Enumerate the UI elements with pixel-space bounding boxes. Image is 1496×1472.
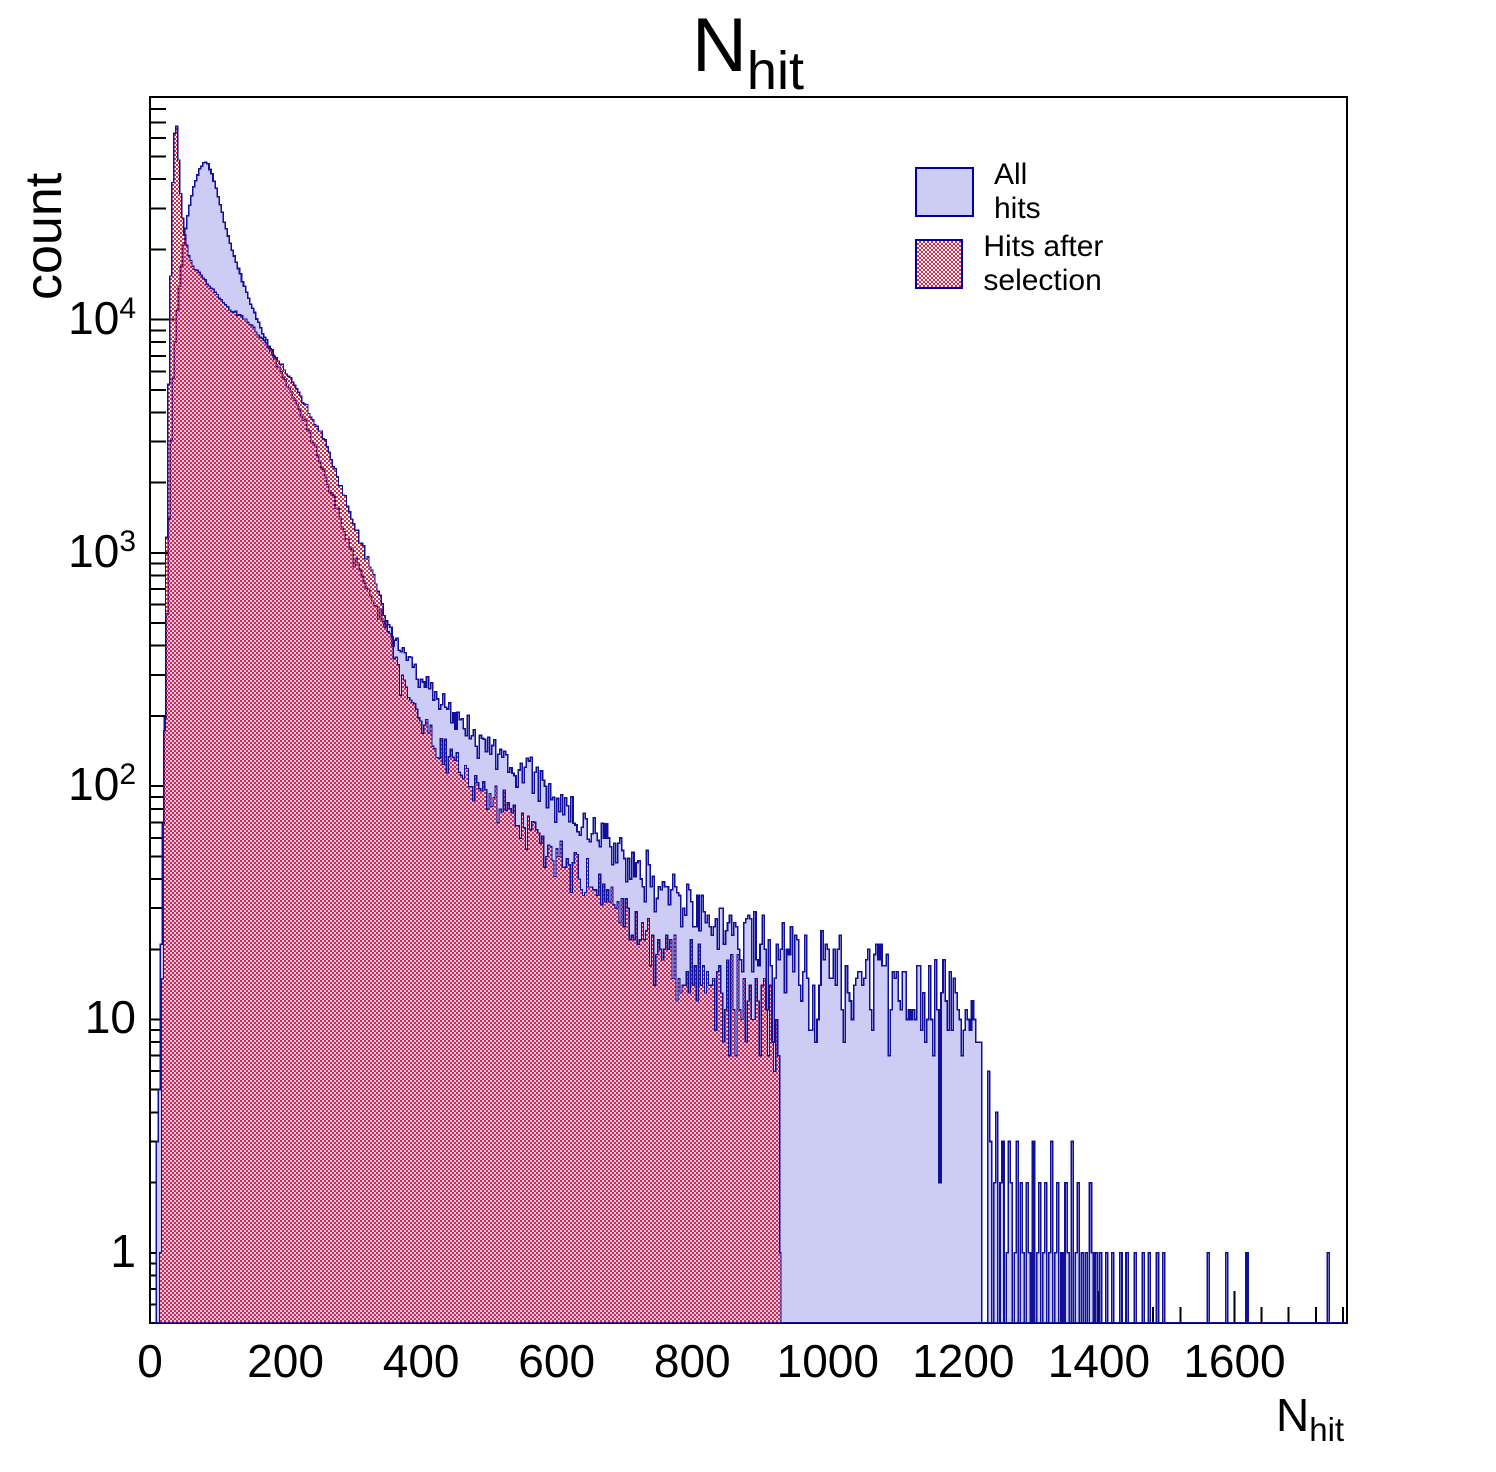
chart-title-main: N [692, 3, 747, 88]
x-tick-label: 1600 [1183, 1335, 1286, 1387]
x-tick-label: 1200 [912, 1335, 1015, 1387]
y-axis-title: count [15, 172, 73, 300]
legend-label-hits-after-selection: Hits after selection [983, 230, 1104, 297]
x-axis-title-main: N [1276, 1389, 1310, 1441]
chart-title-subscript: hit [746, 41, 804, 101]
y-tick-label: 1 [110, 1224, 136, 1277]
legend-swatch-hits-after-selection [915, 239, 964, 289]
x-tick-label: 200 [247, 1335, 324, 1387]
x-tick-label: 800 [653, 1335, 731, 1387]
legend-label-all-hits: All hits [994, 158, 1041, 225]
y-tick-label: 10 [84, 991, 136, 1044]
x-tick-label: 400 [382, 1335, 460, 1387]
x-axis-title: Nhit [1276, 1388, 1344, 1448]
chart-title: Nhit [0, 2, 1496, 101]
legend-item-hits-after-selection: Hits after selection [915, 230, 1131, 298]
x-tick-label: 0 [137, 1335, 163, 1387]
x-axis-title-subscript: hit [1309, 1411, 1345, 1448]
legend-item-all-hits: All hits [915, 158, 1060, 226]
y-tick-label: 102 [68, 758, 136, 811]
y-tick-label: 103 [68, 524, 136, 577]
y-tick-label: 104 [68, 291, 136, 344]
histogram-hits-after-selection [158, 125, 782, 1323]
legend-swatch-all-hits [915, 167, 974, 217]
x-tick-label: 600 [518, 1335, 596, 1387]
x-tick-label: 1000 [776, 1335, 879, 1387]
x-tick-label: 1400 [1047, 1335, 1151, 1387]
